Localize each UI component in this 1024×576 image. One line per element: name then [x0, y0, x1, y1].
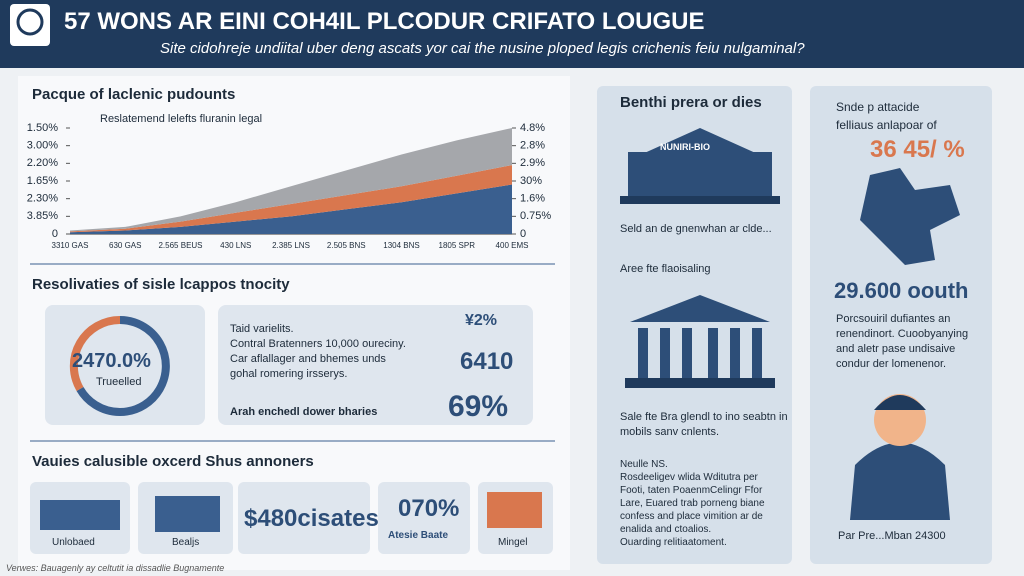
card-value: $480cisates [244, 505, 379, 532]
donut-arc [69, 315, 121, 391]
line: and aletr pase undisaive [836, 343, 956, 355]
person-hair [874, 395, 926, 410]
card-label: Atesie Baate [388, 530, 449, 541]
building-base [625, 378, 775, 388]
line: Taid varielits. [230, 323, 294, 335]
y-tick-label: 2.30% [27, 193, 58, 205]
panel-heading: Benthi prera or dies [620, 94, 762, 111]
title: 57 WONS AR EINI COH4IL PLCODUR CRIFATO L… [64, 8, 705, 35]
line: condur der lomenenor. [836, 358, 947, 370]
caption: Par Pre...Mban 24300 [838, 530, 946, 542]
y2-tick-label: 2.9% [520, 157, 545, 169]
stat: ¥2% [465, 312, 498, 329]
x-tick-label: 630 GAS [109, 241, 141, 250]
section-heading: Pacque of laclenic pudounts [32, 86, 236, 103]
card-label: Mingel [498, 537, 528, 548]
text: Neulle NS. Rosdeeligev wlida Wditutra pe… [620, 458, 765, 549]
line: Rosdeeligev wlida Wditutra per [620, 472, 758, 483]
y2-tick-label: 4.8% [520, 122, 545, 134]
y-tick-label: 3.00% [27, 140, 58, 152]
x-tick-label: 2.565 BEUS [158, 241, 202, 250]
building [628, 152, 772, 196]
stat: 6410 [460, 348, 514, 375]
y-tick-label: 2.20% [27, 157, 58, 169]
building-roof [640, 128, 760, 155]
line: Neulle NS. [620, 459, 668, 470]
chart-subtitle: Reslatemend lelefts fluranin legal [100, 113, 262, 125]
subtitle: Site cidohreje undiital uber deng ascats… [160, 40, 805, 57]
building-icon [155, 496, 220, 532]
line: mobils sanv cnlents. [620, 426, 720, 438]
section-heading: Resolivaties of sisle lcappos tnocity [32, 276, 290, 293]
card [238, 482, 370, 554]
text: Seld an de gnenwhan ar clde... [620, 223, 772, 235]
cards [30, 482, 553, 554]
card-value: 070% [398, 495, 460, 522]
card-label: Bealjs [172, 537, 200, 548]
middle-panel [597, 86, 792, 564]
stat: 69% [448, 390, 509, 423]
text: Aree fte flaoisaling [620, 263, 711, 275]
x-tick-label: 2.385 LNS [272, 241, 310, 250]
x-tick-label: 430 LNS [220, 241, 251, 250]
y-tick-label: 1.50% [27, 122, 58, 134]
donut-arc [76, 316, 170, 416]
line: gohal romering irsserys. [230, 368, 348, 380]
donut-label: Trueelled [96, 376, 142, 388]
map-shape [860, 168, 960, 265]
line: Sale fte Bra glendl to ino seabtn in [620, 411, 788, 423]
y-tick-label: 3.85% [27, 210, 58, 222]
line: Porcsouiril dufiantes an [836, 313, 951, 325]
footer: Verwes: Bauagenly ay celtutit ia dissadl… [6, 563, 225, 573]
building-icon [40, 500, 120, 530]
line: Footi, taten PoaenmCelingr Ffor [620, 485, 763, 496]
y2-tick-label: 1.6% [520, 193, 545, 205]
building-icon [487, 492, 542, 528]
line: Contral Bratenners 10,000 oureciny. [230, 338, 406, 350]
y-tick-label: 1.65% [27, 175, 58, 187]
y-tick-label: 0 [52, 228, 58, 240]
panel-heading: Snde p attacide [836, 100, 920, 114]
x-tick-label: 1304 BNS [383, 241, 419, 250]
stats-footer: Arah enchedl dower bharies [230, 406, 378, 418]
text: Porcsouiril dufiantes an renendinort. Cu… [836, 312, 968, 372]
line: enalida and ctoalios. [620, 524, 712, 535]
stats-card [218, 305, 533, 425]
x-tick-label: 2.505 BNS [327, 241, 366, 250]
logo-ring [16, 8, 44, 36]
y2-tick-label: 0 [520, 228, 526, 240]
area [70, 184, 512, 234]
text: Sale fte Bra glendl to ino seabtn in mob… [620, 410, 788, 440]
sign: NUNIRI-BIO [660, 142, 710, 152]
building-roof [630, 295, 770, 322]
card-label: Unlobaed [52, 537, 95, 548]
panel-sub: felliaus anlapoar of [836, 118, 937, 132]
columns [638, 328, 762, 378]
card [378, 482, 470, 554]
x-tick-label: 1805 SPR [439, 241, 476, 250]
stats-text: Taid varielits. Contral Bratenners 10,00… [230, 322, 406, 382]
line: Car aflallager and bhemes unds [230, 353, 386, 365]
stat: 29.600 oouth [834, 278, 969, 303]
y2-tick-label: 0.75% [520, 210, 551, 222]
x-tick-label: 400 EMS [496, 241, 529, 250]
line: confess and place vimition ar de [620, 511, 763, 522]
big-value: 36 45/ % [870, 136, 965, 163]
line: renendinort. Cuoobyanying [836, 328, 969, 340]
building-base [620, 196, 780, 204]
x-tick-label: 3310 GAS [52, 241, 89, 250]
line: Lare, Euared trab porneng biane [620, 498, 765, 509]
area [70, 128, 512, 232]
section-heading: Vauies calusible oxcerd Shus annoners [32, 453, 314, 470]
person-body [850, 442, 950, 520]
y2-tick-label: 30% [520, 175, 542, 187]
donut-value: 2470.0% [72, 350, 151, 372]
line: Ouarding relitiaatoment. [620, 537, 727, 548]
y2-tick-label: 2.8% [520, 140, 545, 152]
header-bar [0, 0, 1024, 68]
